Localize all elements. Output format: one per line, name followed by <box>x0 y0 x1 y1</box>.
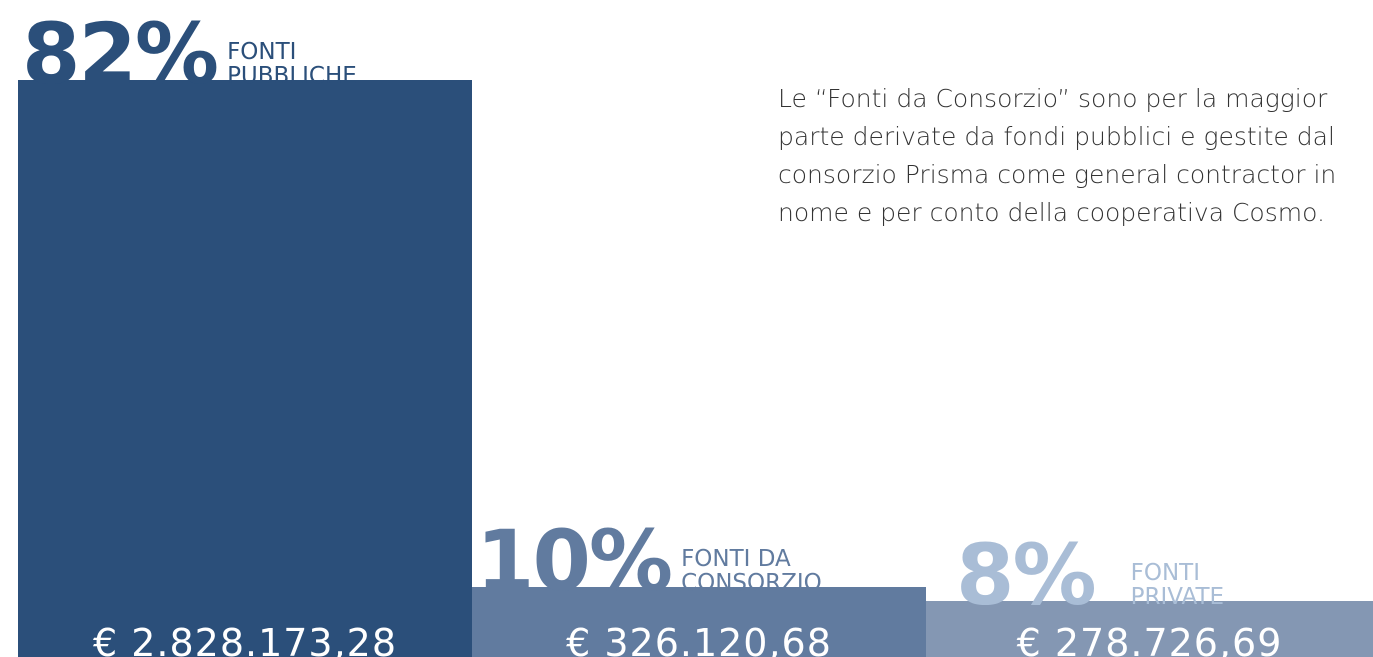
percent-label: 82% <box>22 5 219 103</box>
note-line: parte derivate da fondi pubblici e gesti… <box>778 122 1335 151</box>
note: Le “Fonti da Consorzio” sono per la magg… <box>778 80 1336 232</box>
bar-header: 82% FONTI PUBBLICHE <box>22 5 407 103</box>
percent-label: 8% <box>956 525 1097 624</box>
bar-header: 10% FONTI DA CONSORZIO <box>476 511 861 610</box>
bar-header: 8% FONTI PRIVATE <box>956 525 1261 624</box>
bar: € 326.120,68 <box>472 586 926 657</box>
category-label: FONTI DA CONSORZIO <box>681 545 822 596</box>
amount-label: € 326.120,68 <box>566 621 832 657</box>
category-label: FONTI PUBBLICHE <box>227 39 357 89</box>
percent-label: 10% <box>476 511 673 610</box>
category-label: FONTI PRIVATE <box>1130 559 1225 610</box>
bar: € 278.726,69 <box>926 600 1373 657</box>
note-line: nome e per conto della cooperativa Cosmo… <box>778 198 1325 227</box>
note-line: consorzio Prisma come general contractor… <box>778 160 1337 189</box>
amount-label: € 278.726,69 <box>1016 621 1283 657</box>
note-line: Le “Fonti da Consorzio” sono per la magg… <box>778 84 1328 113</box>
amount-label: € 2.828.173,28 <box>92 621 398 657</box>
bar: € 2.828.173,28 <box>18 80 472 657</box>
